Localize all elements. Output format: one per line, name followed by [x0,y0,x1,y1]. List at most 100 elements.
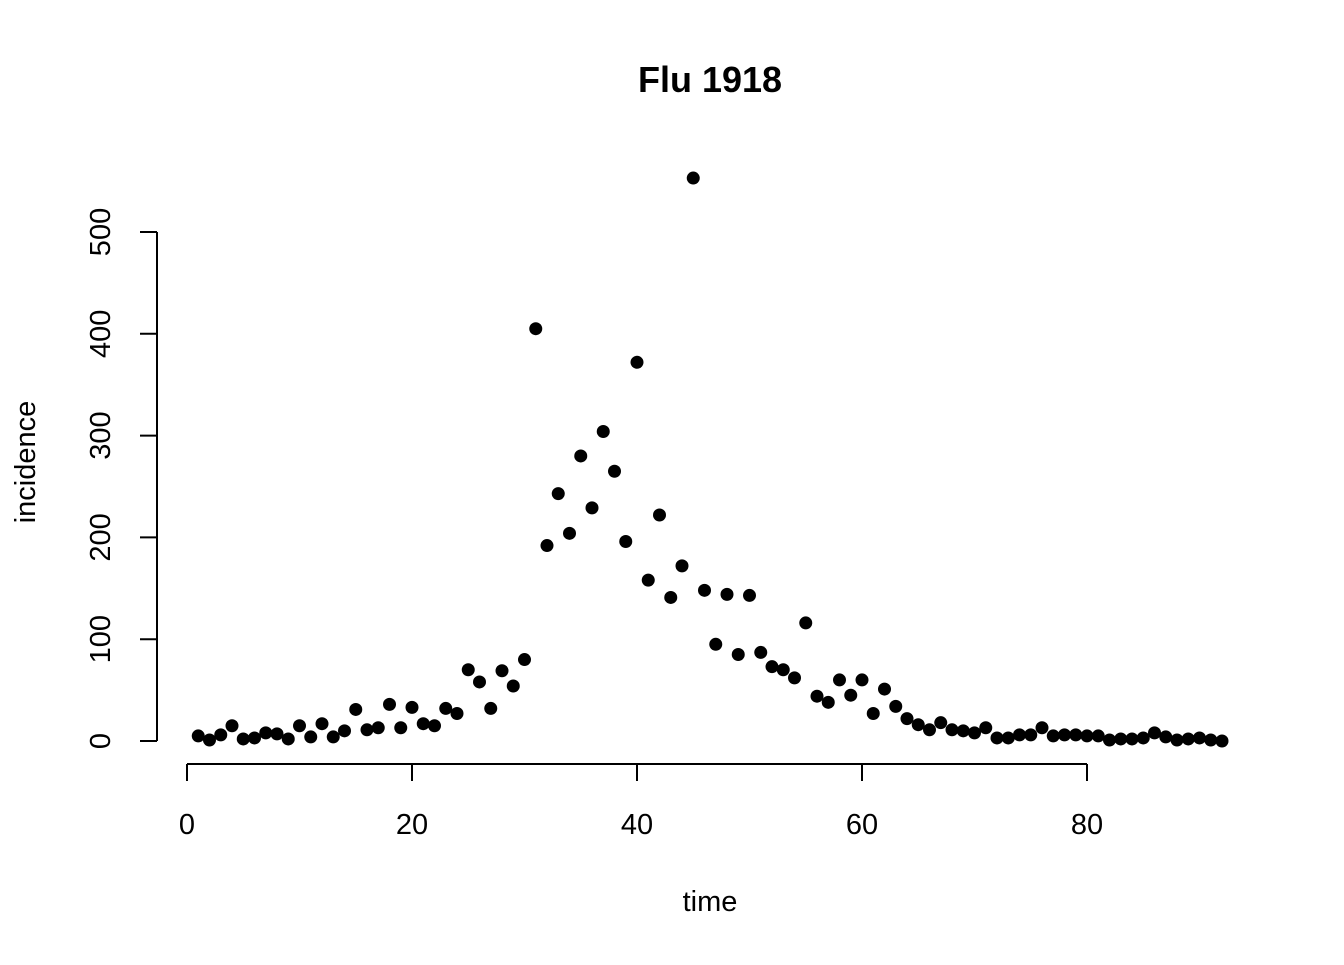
y-tick-label: 300 [85,411,117,459]
data-point [1091,729,1105,743]
y-tick-label: 0 [85,733,117,749]
data-point [214,728,228,742]
data-point [416,717,430,731]
data-point [405,700,419,714]
data-point [360,723,374,737]
x-tick-label: 80 [1071,809,1103,841]
y-tick-label: 500 [85,208,117,256]
data-point [765,660,779,674]
data-point [1114,732,1128,746]
data-point [529,322,543,336]
data-point [641,573,655,587]
data-point [968,726,981,740]
data-point [248,731,261,745]
data-point [225,719,239,733]
data-point [484,701,498,715]
data-point [1069,728,1083,742]
data-point [1080,729,1094,743]
data-point [383,697,396,711]
data-point [495,664,509,678]
data-point [821,695,835,709]
data-point [1024,728,1038,742]
x-tick-label: 0 [179,809,195,841]
data-point [956,724,970,738]
data-point [776,663,790,677]
data-point [810,689,824,703]
data-point [563,526,576,540]
data-point [540,539,554,553]
data-point [259,726,273,740]
x-axis-title: time [683,886,738,918]
data-point [878,682,891,696]
data-point [428,719,441,733]
data-point [911,718,925,732]
data-point [461,663,475,677]
data-point [1215,734,1229,748]
data-point [844,688,858,702]
chart-title: Flu 1918 [638,59,782,100]
data-point [731,647,745,661]
data-point [191,729,205,743]
data-point [945,723,959,737]
data-point [371,721,385,735]
data-point [934,716,948,730]
data-point [293,719,306,733]
data-point [608,464,621,478]
data-point [1035,721,1049,735]
data-point [990,731,1004,745]
data-point [439,701,453,715]
data-point [799,616,813,630]
data-point [743,588,756,602]
data-point [889,699,903,713]
data-point [394,721,408,735]
data-point [1001,731,1015,745]
data-point [866,707,880,721]
data-point [833,673,846,687]
data-point [653,508,666,522]
y-axis: 0 100 200 300 400 500 [85,208,158,749]
data-point [1136,731,1150,745]
data-point [1148,726,1161,740]
data-point [518,653,531,667]
data-point [675,559,689,573]
data-point [1204,733,1218,747]
data-point [979,721,993,735]
data-point [900,712,914,726]
data-point [326,730,340,744]
data-point [754,645,768,659]
data-point [338,724,351,738]
data-point [315,717,329,731]
data-point [1193,731,1206,745]
data-point [349,702,363,716]
data-point [698,583,711,597]
data-point [1058,728,1071,742]
y-axis-title: incidence [10,401,42,524]
data-point [1181,732,1195,746]
data-point [270,727,284,741]
data-point [1159,730,1173,744]
data-point [236,732,250,746]
data-point [1170,733,1184,747]
data-point [788,671,801,685]
x-tick-label: 20 [396,809,428,841]
y-tick-label: 400 [85,310,117,358]
data-point [923,723,936,737]
y-tick-label: 200 [85,513,117,561]
data-point [473,675,486,689]
data-point [551,487,565,501]
data-point [720,587,734,601]
data-points [191,171,1229,748]
x-tick-label: 40 [621,809,653,841]
data-point [630,355,644,369]
data-point [1046,729,1060,743]
data-point [686,171,700,185]
data-point [304,730,318,744]
data-point [203,733,216,747]
data-point [574,449,588,463]
data-point [709,637,723,651]
data-point [664,590,678,604]
data-point [1125,732,1139,746]
data-point [1013,728,1026,742]
